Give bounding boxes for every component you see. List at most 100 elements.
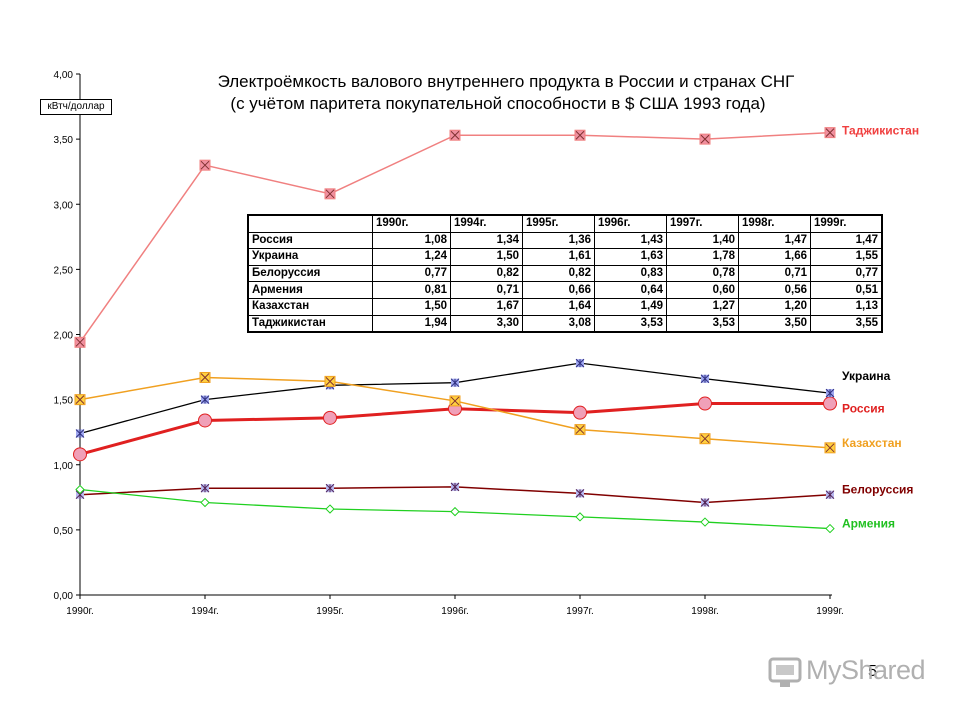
- table-cell: 3,55: [810, 314, 883, 333]
- axes: 0,00 0,50 1,00 1,50 2,00 2,50 3,00 3,50 4,00 1990…: [54, 70, 844, 617]
- data-point-cross: [575, 489, 585, 498]
- series-label: Таджикистан: [842, 124, 919, 138]
- table-cell: 0,64: [594, 281, 667, 299]
- x-tick-label: 1990г.: [66, 606, 93, 617]
- table-cell: 1994г.: [450, 214, 523, 233]
- table-cell: 0,77: [810, 264, 883, 283]
- data-point-cross: [700, 498, 710, 507]
- y-tick-label: 1,00: [54, 461, 74, 472]
- series-layer: РоссияУкраинаБелоруссияАрменияКазахстанТ…: [73, 124, 919, 534]
- x-tick-label: 1997г.: [566, 606, 593, 617]
- data-point-cross: [700, 134, 710, 144]
- page-number: 5: [868, 663, 877, 680]
- data-point-cross: [825, 443, 835, 453]
- table-cell: 0,77: [372, 264, 451, 283]
- chart-title-line2: (с учётом паритета покупательной способн…: [230, 94, 765, 113]
- data-point-cross: [325, 189, 335, 199]
- table-cell: 1999г.: [810, 214, 883, 233]
- table-cell: 1,08: [372, 231, 451, 250]
- table-cell: Украина: [247, 248, 373, 266]
- table-cell: 1,50: [372, 297, 451, 316]
- data-point: [325, 504, 335, 514]
- table-cell: 0,81: [372, 281, 451, 299]
- data-point-cross: [200, 395, 210, 404]
- table-row: Казахстан 1,50 1,67 1,64 1,49 1,27 1,20 1,13: [247, 297, 883, 316]
- table-cell: 1,49: [594, 297, 667, 316]
- data-point: [75, 484, 85, 495]
- unit-label: кВтч/доллар: [40, 99, 112, 115]
- table-cell: 1,20: [738, 297, 811, 316]
- table-cell: 1,27: [666, 297, 739, 316]
- data-point-cross: [75, 337, 85, 347]
- series-label: Украина: [842, 369, 891, 383]
- table-cell: 1,66: [738, 248, 811, 266]
- x-tick-label: 1996г.: [441, 606, 468, 617]
- y-tick-label: 3,50: [54, 135, 74, 146]
- table-cell: 0,71: [450, 281, 523, 299]
- table-cell: 0,66: [522, 281, 595, 299]
- x-tick-label: 1995г.: [316, 606, 343, 617]
- data-point: [73, 447, 87, 462]
- table-cell: 0,83: [594, 264, 667, 283]
- table-cell: 1,47: [810, 231, 883, 250]
- data-point-cross: [75, 429, 85, 438]
- series-Белоруссия: Белоруссия: [75, 482, 913, 507]
- x-tick-label: 1999г.: [816, 606, 843, 617]
- data-point-cross: [575, 130, 585, 140]
- table-cell: Армения: [247, 281, 373, 299]
- data-point: [573, 405, 587, 420]
- watermark-logo-icon: [768, 657, 802, 687]
- data-point-cross: [825, 388, 835, 398]
- table-row: Россия 1,08 1,34 1,36 1,43 1,40 1,47 1,47: [247, 231, 883, 250]
- data-point-cross: [200, 160, 210, 170]
- table-cell: Казахстан: [247, 297, 373, 316]
- watermark-text: MyShared: [806, 655, 926, 685]
- data-point: [698, 396, 712, 411]
- table-cell: 3,08: [522, 314, 595, 333]
- y-tick-label: 1,50: [54, 396, 74, 407]
- x-tick-label: 1998г.: [691, 606, 718, 617]
- table-cell: 1,36: [522, 231, 595, 250]
- table-cell: 3,30: [450, 314, 523, 333]
- table-cell: 1996г.: [594, 214, 667, 233]
- table-cell: 1,13: [810, 297, 883, 316]
- data-point-cross: [825, 128, 835, 137]
- table-cell: 0,82: [450, 264, 523, 283]
- series-Таджикистан: Таджикистан: [74, 124, 919, 348]
- x-tick-label: 1994г.: [191, 606, 218, 617]
- table-row: Таджикистан 1,94 3,30 3,08 3,53 3,53 3,50 3,55: [247, 314, 883, 333]
- table-cell: 1,55: [810, 248, 883, 266]
- table-cell: 3,50: [738, 314, 811, 333]
- data-point-cross: [325, 483, 335, 493]
- series-Армения: Армения: [75, 484, 895, 534]
- data-point: [200, 497, 210, 508]
- table-cell: 1997г.: [666, 214, 739, 233]
- series-label: Армения: [842, 517, 895, 531]
- table-cell: Россия: [247, 231, 373, 250]
- table-cell: 0,82: [522, 264, 595, 283]
- data-point-cross: [450, 130, 460, 140]
- y-tick-label: 0,50: [54, 526, 74, 537]
- table-cell: 3,53: [666, 314, 739, 333]
- data-point-cross: [700, 434, 710, 444]
- table-cell: 1,47: [738, 231, 811, 250]
- data-point: [825, 523, 835, 534]
- data-point-cross: [450, 378, 460, 388]
- data-point-cross: [825, 490, 835, 500]
- table-cell: 1995г.: [522, 214, 595, 233]
- table-row: Украина 1,24 1,50 1,61 1,63 1,78 1,66 1,55: [247, 248, 883, 266]
- table-cell: 1,64: [522, 297, 595, 316]
- table-cell: 1,94: [372, 314, 451, 333]
- data-point-cross: [325, 377, 335, 386]
- table-row: Белоруссия 0,77 0,82 0,82 0,83 0,78 0,71 0,77: [247, 264, 883, 283]
- data-point: [700, 517, 710, 527]
- data-point: [823, 396, 837, 411]
- table-cell: 0,60: [666, 281, 739, 299]
- data-point-cross: [575, 358, 585, 368]
- table-cell: 0,71: [738, 264, 811, 283]
- y-tick-label: 2,50: [54, 265, 74, 276]
- data-point-cross: [200, 373, 210, 382]
- series-label: Россия: [842, 402, 885, 416]
- data-point: [323, 410, 337, 425]
